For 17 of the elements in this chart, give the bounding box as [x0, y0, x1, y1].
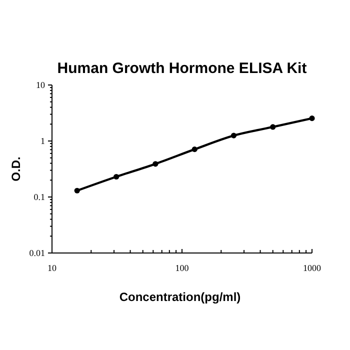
x-tick-label: 10: [48, 263, 57, 273]
y-tick-label: 0.01: [29, 248, 45, 258]
point: [152, 161, 158, 167]
chart-title: Human Growth Hormone ELISA Kit: [57, 60, 307, 77]
point: [230, 132, 237, 138]
y-tick-label: 1: [40, 136, 45, 146]
y-tick-label: 10: [36, 80, 46, 90]
point: [309, 116, 315, 122]
point: [192, 146, 198, 152]
y-axis-title: O.D.: [9, 156, 23, 182]
x-tick-label: 1000: [303, 263, 322, 273]
x-axis-title: Concentration(pg/ml): [119, 290, 241, 304]
point: [114, 174, 120, 180]
x-tick-label: 100: [175, 263, 190, 273]
y-tick-label: 0.1: [34, 192, 45, 202]
point: [74, 188, 80, 194]
point: [270, 124, 276, 130]
